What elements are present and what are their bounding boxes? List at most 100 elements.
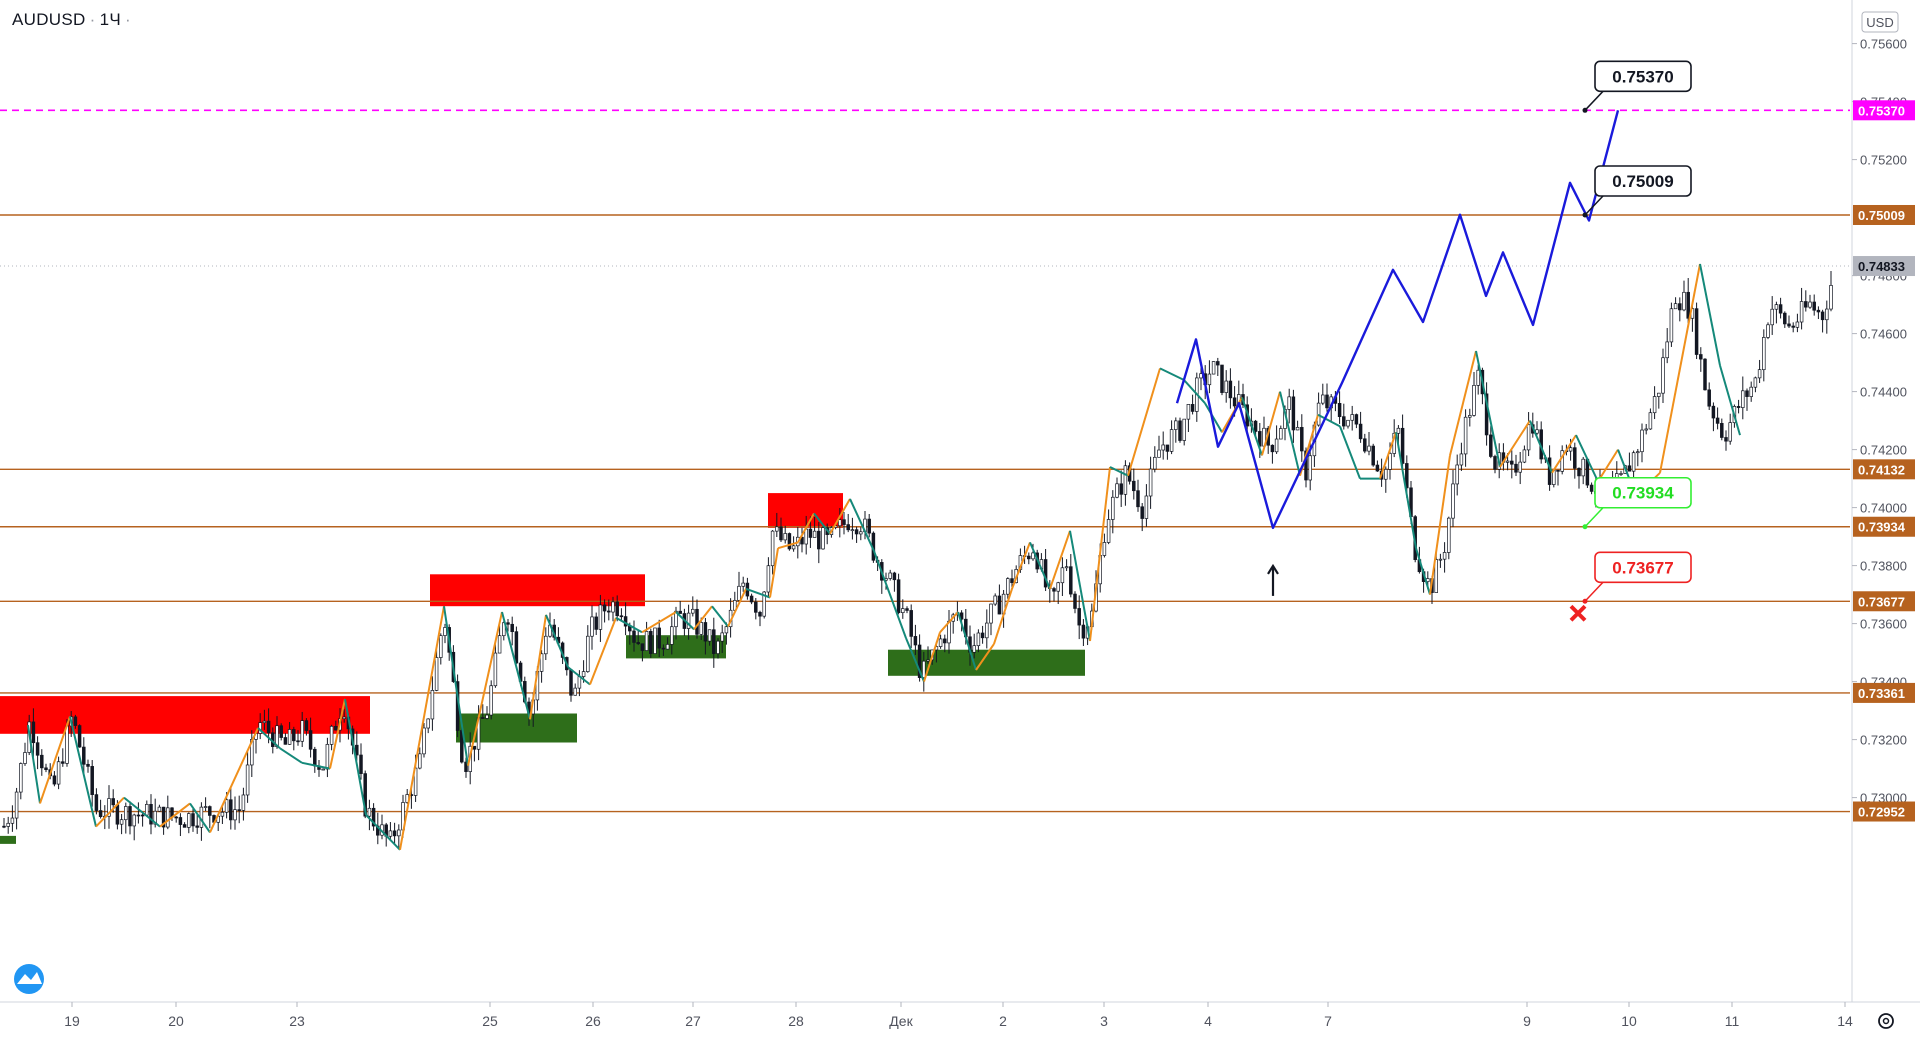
candle-body xyxy=(691,608,695,614)
candle-body xyxy=(1228,380,1233,399)
candle-body xyxy=(808,528,813,538)
time-tick-label: 2 xyxy=(999,1013,1007,1029)
candle-body xyxy=(770,530,775,567)
level-price-tag-label: 0.72952 xyxy=(1858,805,1905,820)
candle-body xyxy=(1678,303,1682,311)
candle-body xyxy=(1157,449,1161,458)
zigzag-down-segment xyxy=(279,747,303,764)
candle-body xyxy=(594,616,598,630)
price-callouts: 0.75370 0.75009 0.73934 0.73677 xyxy=(1569,60,1692,622)
candle-body xyxy=(724,626,729,634)
candle-body xyxy=(1493,456,1497,470)
candle-body xyxy=(304,720,309,731)
zigzag-down-segment xyxy=(905,637,925,682)
candle-body xyxy=(842,519,846,525)
wave-forecast xyxy=(1175,109,1620,596)
candle-body xyxy=(1686,291,1690,319)
candle-body xyxy=(472,745,477,750)
candle-body xyxy=(896,579,901,613)
level-price-tag xyxy=(1853,516,1915,537)
candle-body xyxy=(1627,465,1632,472)
price-callout: 0.75370 xyxy=(1582,60,1692,113)
candle-body xyxy=(1375,464,1380,472)
candle-body xyxy=(1077,608,1081,626)
candle-body xyxy=(1337,403,1342,418)
candle-body xyxy=(817,530,821,550)
candle-body xyxy=(107,798,111,817)
callout-anchor xyxy=(1582,107,1588,113)
candle-body xyxy=(1073,593,1077,609)
gear-icon[interactable] xyxy=(1878,1013,1894,1029)
candle-body xyxy=(1657,392,1661,397)
demand-zone xyxy=(0,835,16,844)
candle-body xyxy=(1778,304,1783,314)
candle-body xyxy=(649,631,653,654)
zigzag-up-segment xyxy=(769,548,779,598)
candle-body xyxy=(1136,490,1140,508)
candle-body xyxy=(1102,542,1107,556)
callout-anchor xyxy=(1582,598,1588,604)
candle-body xyxy=(367,807,372,817)
candles xyxy=(2,271,1833,848)
time-tick-label: 10 xyxy=(1621,1013,1637,1029)
time-axis-bg xyxy=(0,1002,1920,1040)
candle-body xyxy=(1321,394,1325,404)
candle-body xyxy=(481,717,485,719)
candle-body xyxy=(1174,420,1178,430)
candle-body xyxy=(342,716,346,720)
zigzag-up-segment xyxy=(467,611,503,766)
callout-box xyxy=(1594,60,1692,93)
candle-body xyxy=(737,585,741,601)
forecast-wave-line xyxy=(1175,109,1620,530)
callout-label: 0.75009 xyxy=(1612,172,1673,191)
zigzag-down-segment xyxy=(1069,530,1091,642)
candle-body xyxy=(1434,559,1438,593)
candle-body xyxy=(430,690,435,720)
candle-body xyxy=(182,824,187,828)
candle-body xyxy=(922,660,926,678)
candle-body xyxy=(1484,393,1489,436)
candle-body xyxy=(174,816,178,819)
candle-body xyxy=(1148,468,1153,497)
candle-body xyxy=(1640,429,1644,453)
candle-body xyxy=(695,608,699,635)
candle-body xyxy=(426,718,430,729)
candle-body xyxy=(1489,434,1493,457)
candle-body xyxy=(926,659,930,662)
zigzag-down-segment xyxy=(1529,420,1553,474)
candle-body xyxy=(1476,369,1480,386)
zigzag-up-segment xyxy=(993,588,1013,645)
candle-body xyxy=(1451,483,1455,519)
callout-anchor xyxy=(1582,212,1588,218)
candle-body xyxy=(766,565,771,593)
level-price-tag-label: 0.73361 xyxy=(1858,686,1905,701)
candle-body xyxy=(1652,396,1657,414)
candle-body xyxy=(94,794,99,811)
candle-body xyxy=(741,582,745,587)
candle-body xyxy=(1186,404,1191,420)
level-price-tag-label: 0.74132 xyxy=(1858,462,1905,477)
current-price-tag-label: 0.74833 xyxy=(1858,259,1905,274)
candle-body xyxy=(128,806,132,827)
candle-body xyxy=(485,714,489,719)
candle-body xyxy=(1106,519,1111,543)
time-tick-label: 19 xyxy=(64,1013,80,1029)
zigzag-up-segment xyxy=(1261,391,1281,456)
candle-body xyxy=(1829,285,1833,310)
gear-ring xyxy=(1878,1013,1894,1029)
candle-body xyxy=(44,767,48,771)
candle-body xyxy=(644,631,649,651)
symbol-title[interactable]: AUDUSD · 1Ч · xyxy=(12,10,131,29)
candle-body xyxy=(1354,414,1359,425)
currency-badge xyxy=(1861,11,1899,33)
candle-body xyxy=(1304,450,1308,481)
price-tick-label: 0.73600 xyxy=(1860,617,1907,632)
candle-body xyxy=(611,601,615,613)
callout-box xyxy=(1594,551,1692,584)
zigzag-up-segment xyxy=(777,541,799,550)
candle-body xyxy=(1291,396,1296,431)
callout-box xyxy=(1594,476,1692,509)
candle-body xyxy=(1455,464,1459,485)
zigzag-up-segment xyxy=(693,605,713,631)
